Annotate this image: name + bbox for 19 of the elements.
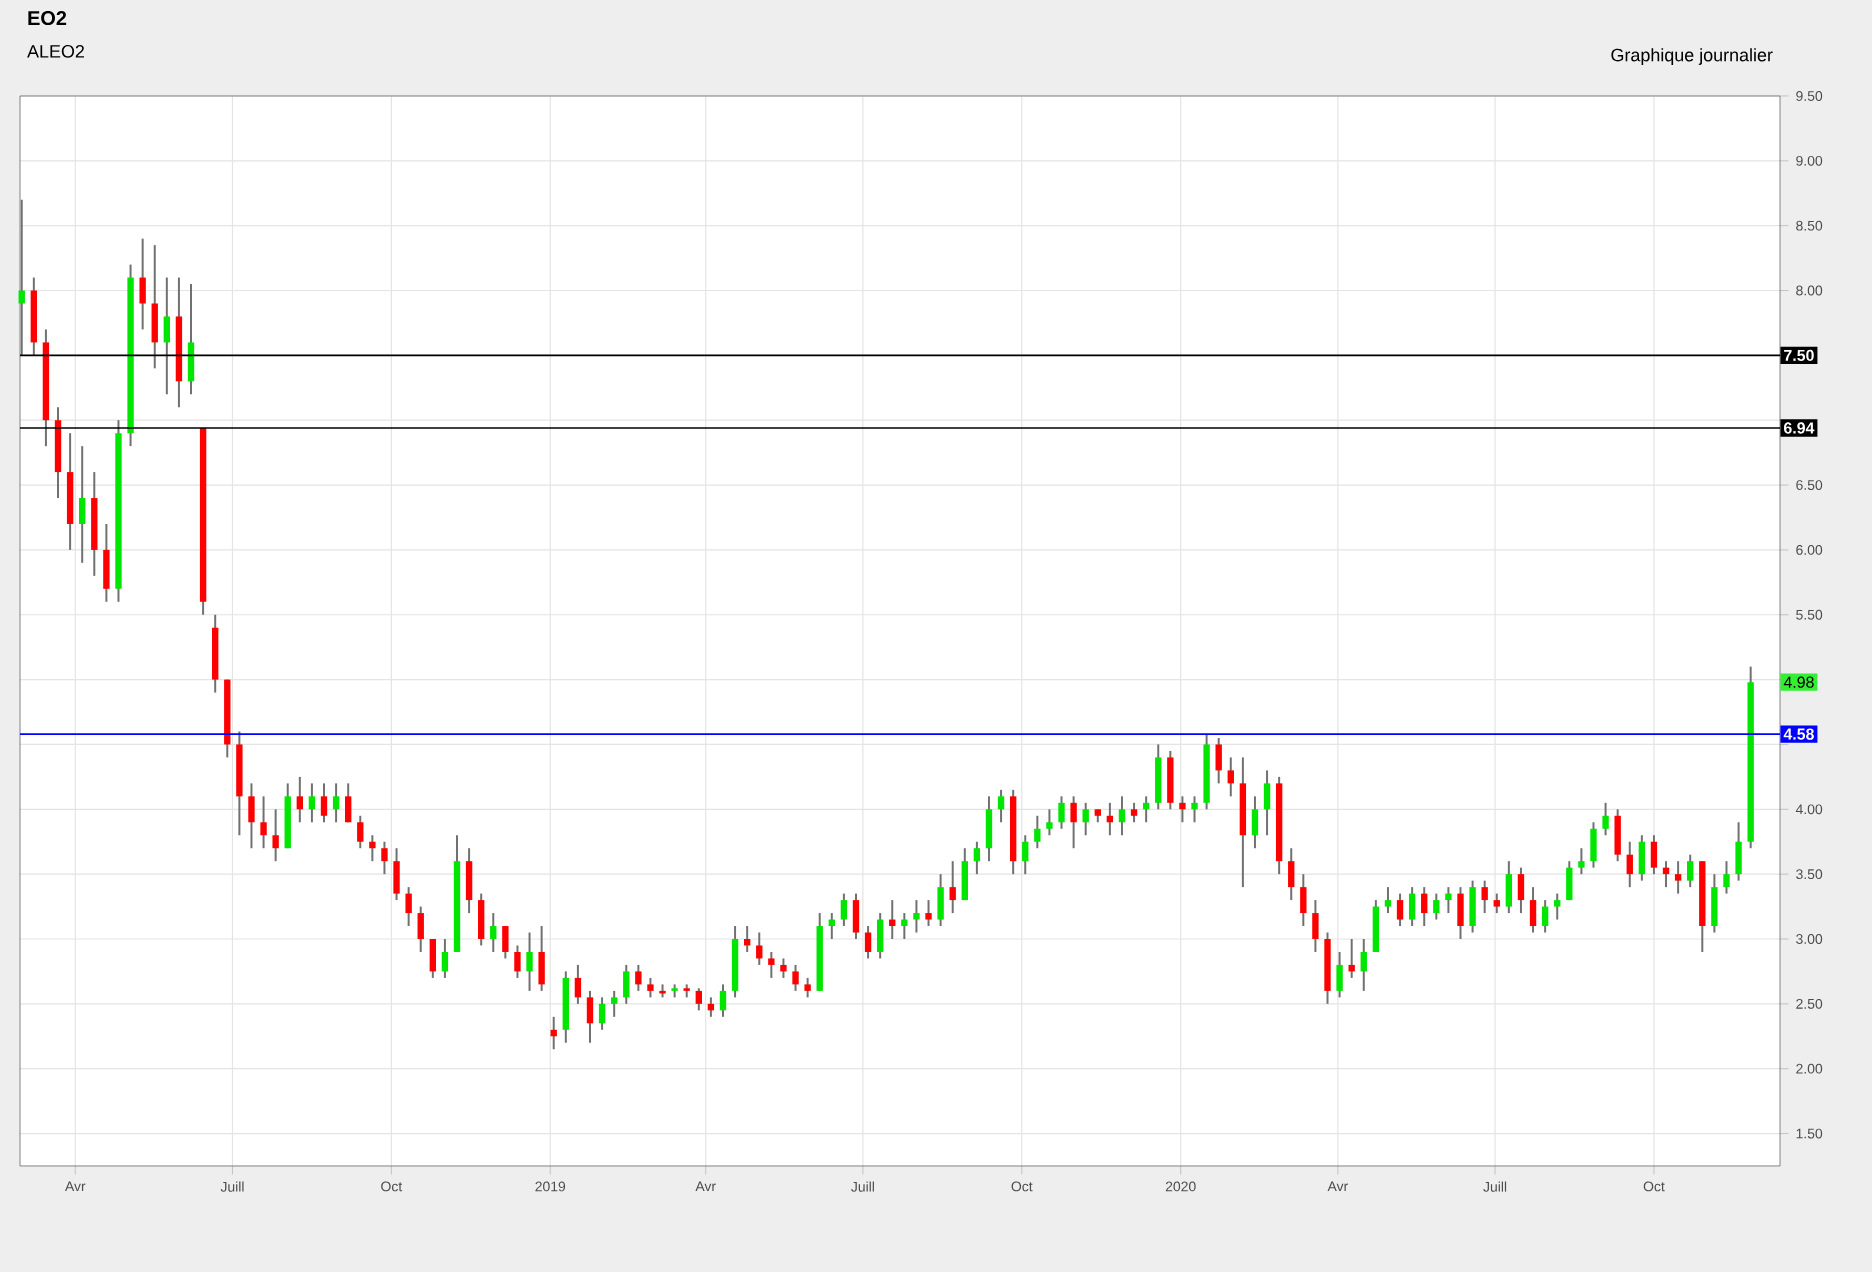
candlestick [610, 989, 618, 1018]
candlestick [1348, 938, 1355, 979]
candlestick [1179, 795, 1186, 824]
candlestick [780, 957, 787, 979]
candlestick [1445, 886, 1452, 915]
candlestick [1046, 808, 1053, 837]
candlestick [925, 899, 932, 928]
candlestick [1554, 892, 1561, 921]
candlestick [1674, 860, 1682, 895]
candlestick [901, 912, 908, 940]
candlestick [1191, 795, 1198, 824]
chart-subtitle: ALEO2 [27, 44, 84, 58]
candlestick [768, 950, 775, 979]
chart-title: EO2 [28, 11, 67, 26]
candlestick [1384, 886, 1392, 915]
candlestick [369, 834, 376, 863]
text: Graphique journalier [1611, 48, 1773, 65]
candlestick [1578, 847, 1585, 876]
candlestick [913, 899, 920, 934]
